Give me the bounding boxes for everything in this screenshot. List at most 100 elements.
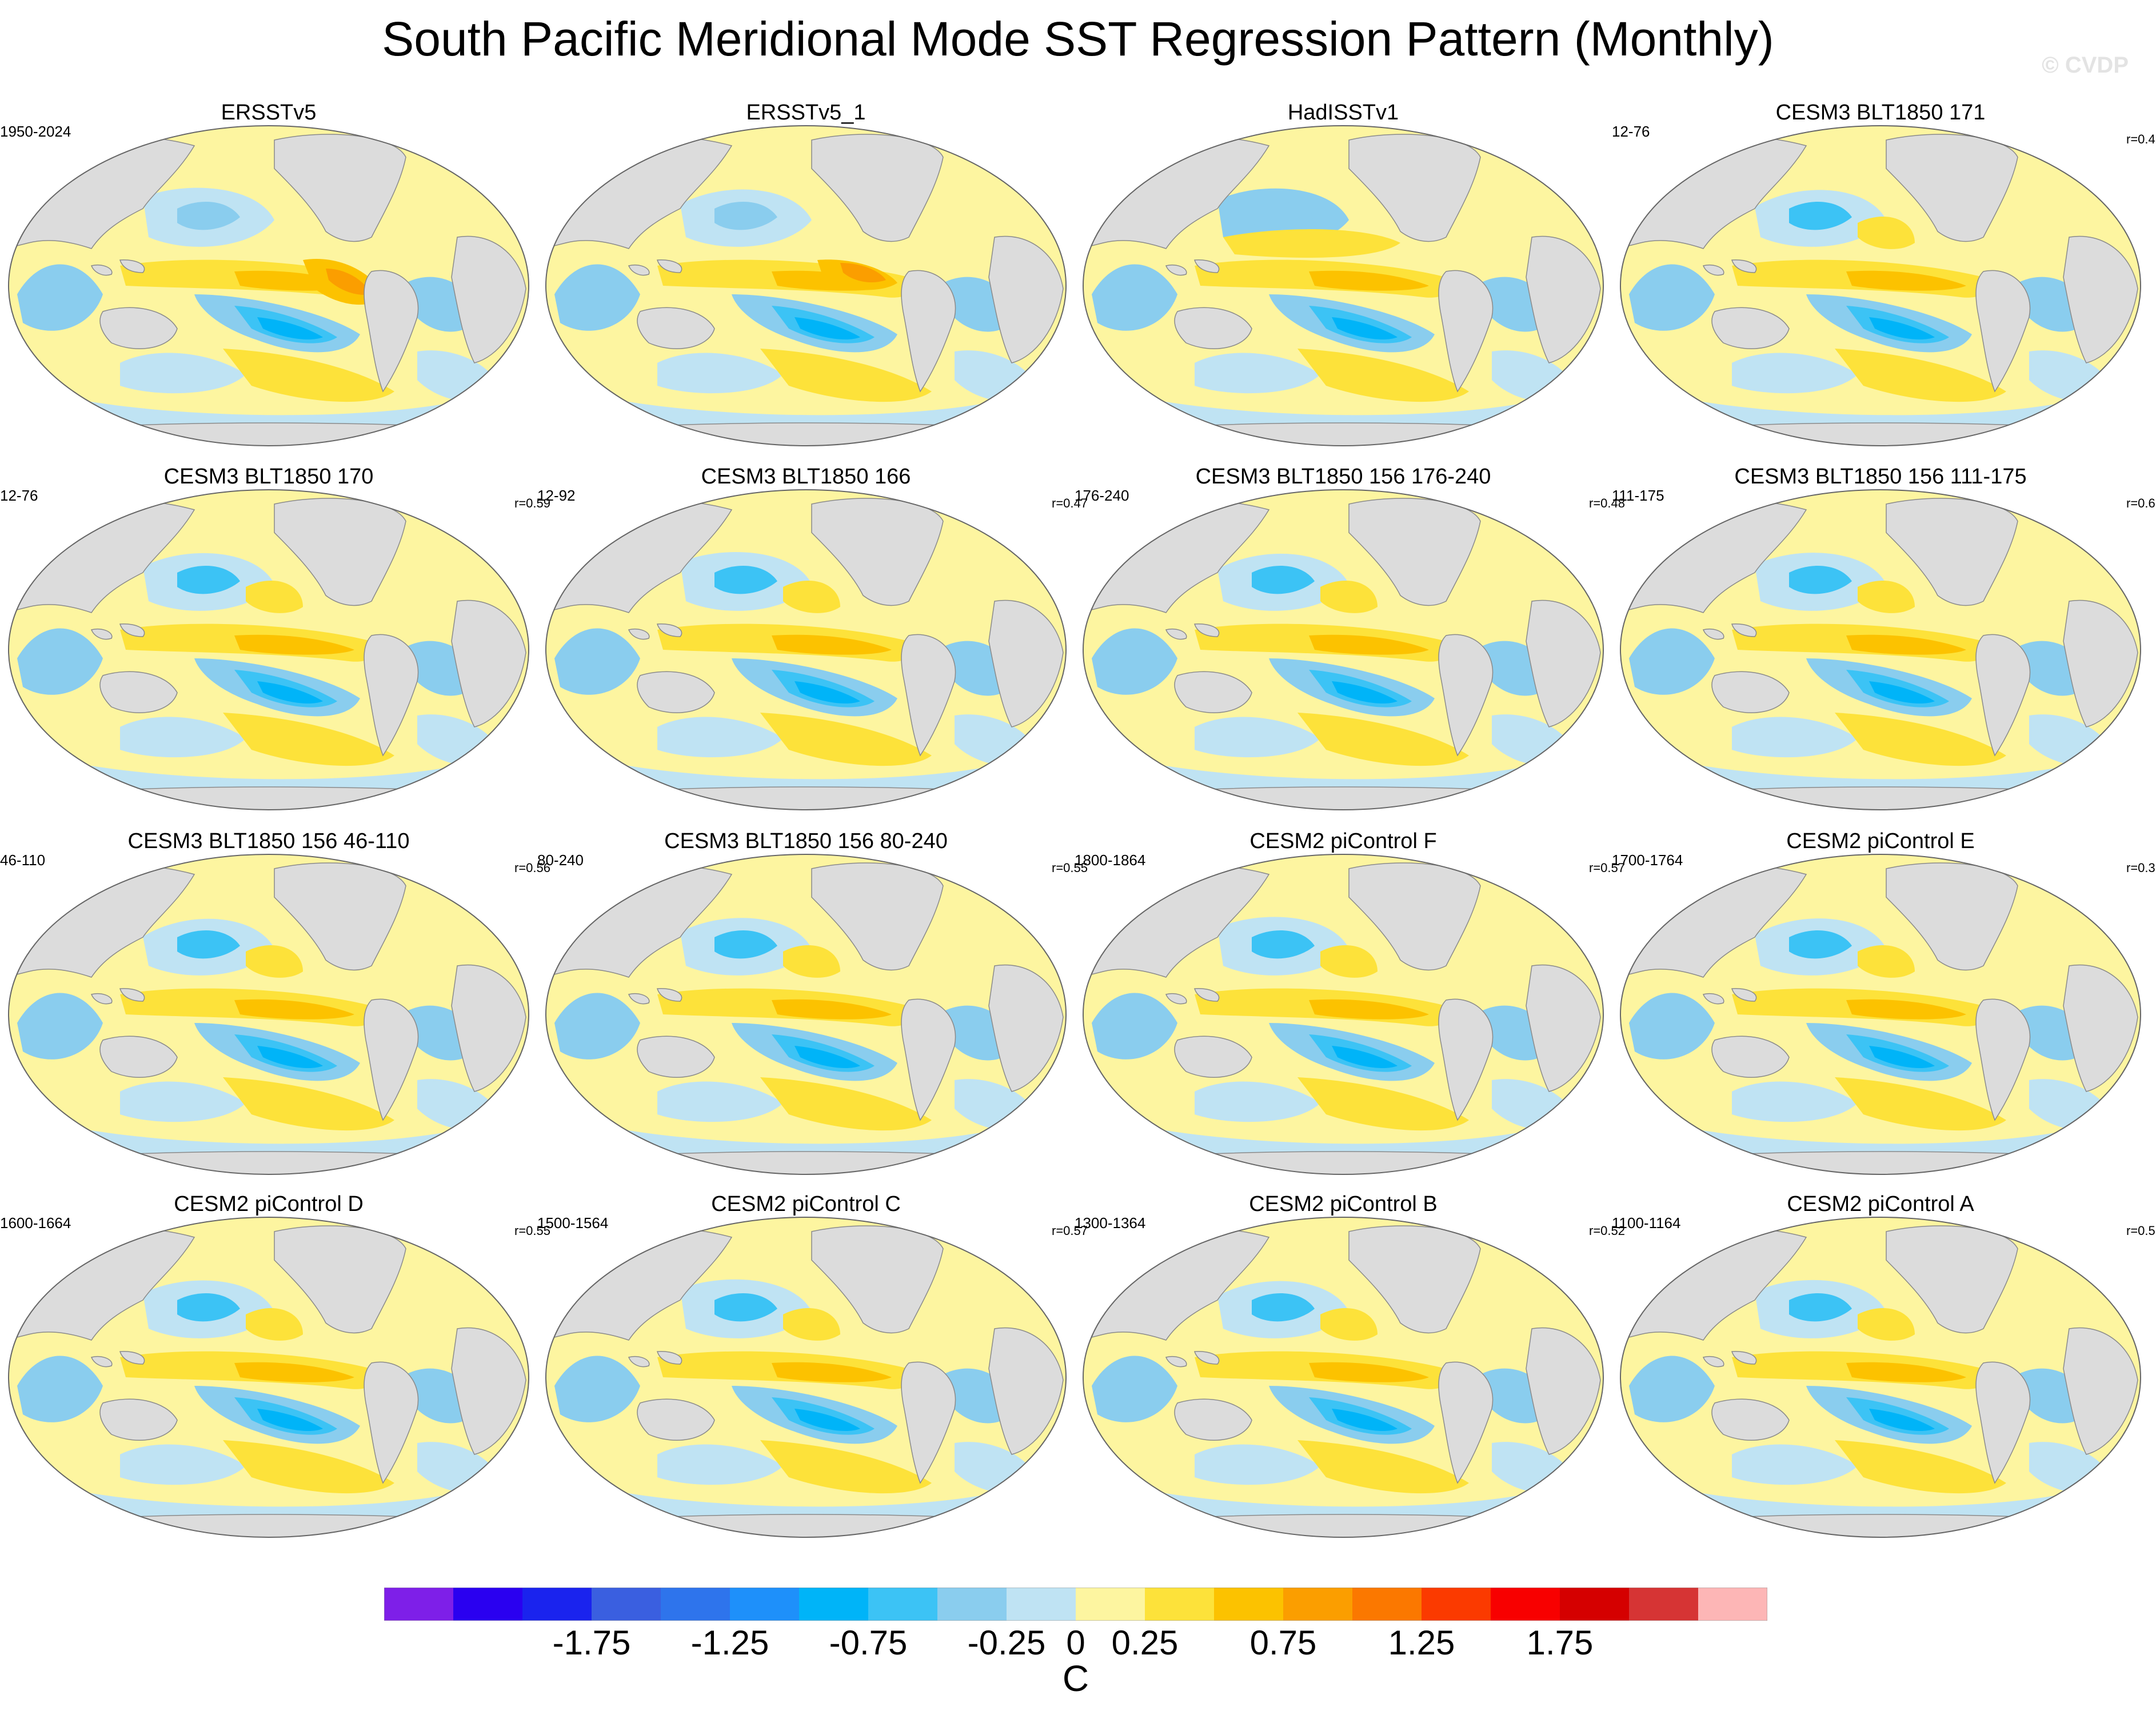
map-panel: CESM3 BLT1850 156 46-110 46-110 r=0.56 bbox=[0, 829, 550, 1194]
map-panel: CESM3 BLT1850 170 12-76 r=0.59 bbox=[0, 464, 550, 830]
map-panel: CESM2 piControl D 1600-1664 r=0.55 bbox=[0, 1192, 550, 1557]
panel-pattern-correlation: r=0.55 bbox=[1052, 861, 1088, 875]
panel-pattern-correlation: r=0.57 bbox=[1052, 1224, 1088, 1238]
colorbar-swatch bbox=[1007, 1588, 1076, 1621]
panel-period: 1300-1364 bbox=[1075, 1214, 1146, 1232]
sst-regression-map bbox=[1083, 1217, 1604, 1538]
sst-regression-map bbox=[1083, 489, 1604, 810]
panel-pattern-correlation: r=0.56 bbox=[514, 861, 550, 875]
panel-period: 176-240 bbox=[1075, 487, 1129, 504]
panel-pattern-correlation: r=0.48 bbox=[1589, 496, 1625, 510]
colorbar-swatch bbox=[1698, 1588, 1767, 1621]
panel-title: CESM3 BLT1850 156 176-240 bbox=[1195, 465, 1491, 489]
colorbar-tick-label: -1.25 bbox=[690, 1624, 769, 1662]
colorbar-swatch bbox=[1076, 1588, 1145, 1621]
sst-regression-map bbox=[1083, 854, 1604, 1175]
sst-regression-map bbox=[8, 489, 529, 810]
colorbar-swatch bbox=[1491, 1588, 1560, 1621]
colorbar-swatch bbox=[453, 1588, 523, 1621]
panel-period: 46-110 bbox=[0, 851, 46, 869]
panel-period: 1600-1664 bbox=[0, 1214, 71, 1232]
panel-title: CESM3 BLT1850 156 80-240 bbox=[664, 829, 948, 853]
panel-pattern-correlation: r=0.52 bbox=[1589, 1224, 1625, 1238]
panel-period: 1500-1564 bbox=[537, 1214, 609, 1232]
panel-pattern-correlation: r=0.6 bbox=[2126, 496, 2155, 510]
colorbar-swatch bbox=[1560, 1588, 1630, 1621]
panel-title: CESM2 piControl D bbox=[174, 1192, 364, 1216]
sst-regression-map bbox=[1620, 1217, 2141, 1538]
colorbar-tick-label: -0.75 bbox=[829, 1624, 908, 1662]
colorbar-swatch bbox=[937, 1588, 1007, 1621]
map-panel: CESM2 piControl A 1100-1164 r=0.5 bbox=[1612, 1192, 2155, 1557]
map-panel: CESM3 BLT1850 156 176-240 176-240 r=0.48 bbox=[1075, 464, 1625, 830]
panel-title: ERSSTv5_1 bbox=[746, 101, 866, 125]
panel-title: CESM3 BLT1850 156 111-175 bbox=[1734, 465, 2027, 489]
panel-pattern-correlation: r=0.5 bbox=[2126, 1224, 2155, 1238]
sst-regression-map bbox=[1620, 489, 2141, 810]
panel-title: CESM2 piControl B bbox=[1249, 1192, 1438, 1216]
sst-regression-map bbox=[1620, 854, 2141, 1175]
colorbar-swatch bbox=[1629, 1588, 1699, 1621]
panel-period: 12-76 bbox=[1612, 123, 1650, 140]
panel-title: CESM3 BLT1850 156 46-110 bbox=[127, 829, 410, 853]
panel-title: HadISSTv1 bbox=[1287, 101, 1399, 125]
colorbar-swatch bbox=[1352, 1588, 1422, 1621]
colorbar-tick-label: 1.75 bbox=[1526, 1624, 1594, 1662]
panel-title: ERSSTv5 bbox=[221, 101, 317, 125]
panel-period: 12-92 bbox=[537, 487, 576, 504]
map-panel: CESM2 piControl E 1700-1764 r=0.3 bbox=[1612, 829, 2155, 1194]
colorbar-swatch bbox=[799, 1588, 869, 1621]
cvdp-watermark: © CVDP bbox=[2042, 53, 2129, 78]
panel-pattern-correlation: r=0.47 bbox=[1052, 496, 1088, 510]
sst-regression-map bbox=[545, 125, 1067, 446]
colorbar-tick-label: 0.75 bbox=[1249, 1624, 1317, 1662]
map-panel: CESM2 piControl C 1500-1564 r=0.57 bbox=[537, 1192, 1088, 1557]
colorbar-swatch bbox=[522, 1588, 592, 1621]
panel-title: CESM2 piControl E bbox=[1786, 829, 1975, 853]
sst-regression-map bbox=[1620, 125, 2141, 446]
panel-period: 1100-1164 bbox=[1612, 1214, 1681, 1232]
sst-regression-map bbox=[8, 125, 529, 446]
map-panel: ERSSTv5 1950-2024 bbox=[0, 100, 537, 466]
panel-title: CESM3 BLT1850 166 bbox=[701, 465, 911, 489]
panel-pattern-correlation: r=0.3 bbox=[2126, 861, 2155, 875]
map-panel: CESM3 BLT1850 171 12-76 r=0.4 bbox=[1612, 100, 2155, 466]
sst-regression-map bbox=[8, 854, 529, 1175]
panel-period: 111-175 bbox=[1612, 487, 1664, 504]
colorbar-swatch bbox=[1145, 1588, 1215, 1621]
panel-pattern-correlation: r=0.4 bbox=[2126, 132, 2155, 146]
colorbar-tick-label: 1.25 bbox=[1388, 1624, 1455, 1662]
colorbar-swatch bbox=[868, 1588, 938, 1621]
sst-regression-map bbox=[545, 489, 1067, 810]
colorbar-swatch bbox=[661, 1588, 730, 1621]
panel-title: CESM2 piControl C bbox=[711, 1192, 901, 1216]
colorbar bbox=[384, 1588, 1767, 1621]
map-panel: CESM3 BLT1850 156 80-240 80-240 r=0.55 bbox=[537, 829, 1088, 1194]
map-panel: CESM3 BLT1850 166 12-92 r=0.47 bbox=[537, 464, 1088, 830]
colorbar-swatch bbox=[384, 1588, 454, 1621]
colorbar-swatch bbox=[730, 1588, 800, 1621]
panel-title: CESM2 piControl A bbox=[1787, 1192, 1974, 1216]
panel-period: 12-76 bbox=[0, 487, 38, 504]
map-panel: HadISSTv1 bbox=[1075, 100, 1612, 466]
map-panel: CESM2 piControl B 1300-1364 r=0.52 bbox=[1075, 1192, 1625, 1557]
colorbar-tick-label: -1.75 bbox=[552, 1624, 631, 1662]
panel-period: 1950-2024 bbox=[0, 123, 71, 140]
colorbar-tick-label: -0.25 bbox=[967, 1624, 1046, 1662]
sst-regression-map bbox=[545, 854, 1067, 1175]
panel-period: 80-240 bbox=[537, 851, 584, 869]
colorbar-swatch bbox=[1283, 1588, 1353, 1621]
sst-regression-map bbox=[1083, 125, 1604, 446]
panel-period: 1800-1864 bbox=[1075, 851, 1146, 869]
panel-title: CESM3 BLT1850 170 bbox=[163, 465, 374, 489]
panel-title: CESM3 BLT1850 171 bbox=[1775, 101, 1986, 125]
colorbar-unit-label: C bbox=[1062, 1658, 1089, 1699]
panel-pattern-correlation: r=0.55 bbox=[514, 1224, 550, 1238]
sst-regression-map bbox=[545, 1217, 1067, 1538]
sst-regression-map bbox=[8, 1217, 529, 1538]
chart-title: South Pacific Meridional Mode SST Regres… bbox=[382, 12, 1774, 66]
panel-pattern-correlation: r=0.57 bbox=[1589, 861, 1625, 875]
colorbar-swatch bbox=[1214, 1588, 1284, 1621]
colorbar-swatch bbox=[1422, 1588, 1491, 1621]
map-panel: CESM3 BLT1850 156 111-175 111-175 r=0.6 bbox=[1612, 464, 2155, 830]
